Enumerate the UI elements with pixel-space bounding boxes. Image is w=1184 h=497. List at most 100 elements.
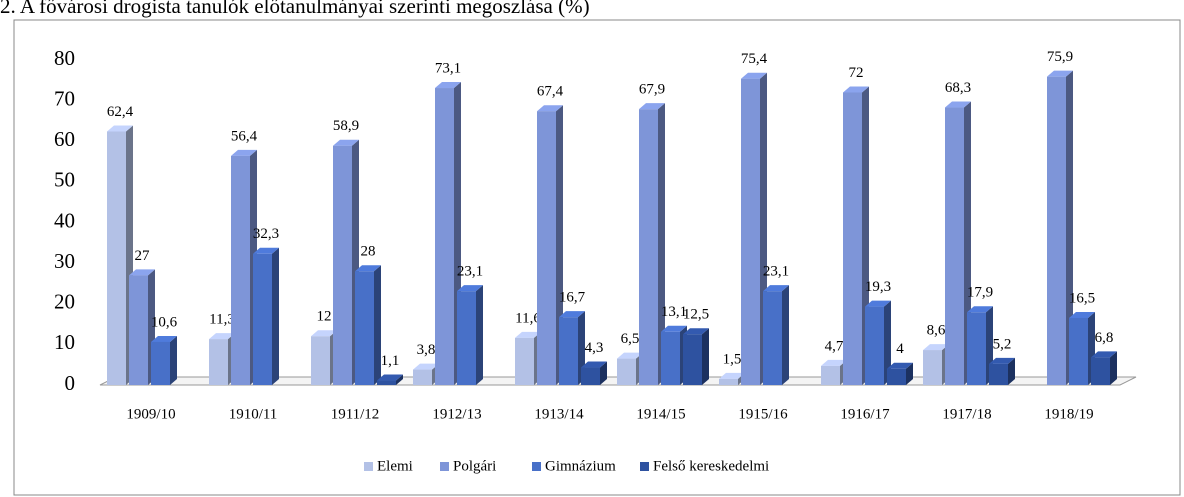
bar-top <box>355 265 381 272</box>
value-label: 32,3 <box>253 226 279 242</box>
x-tick-label: 1917/18 <box>942 406 991 422</box>
value-label: 3,8 <box>417 342 436 358</box>
bar-side <box>702 328 709 385</box>
x-tick-label: 1911/12 <box>331 406 380 422</box>
bar-top <box>617 352 643 359</box>
bar-side <box>374 265 381 385</box>
bar <box>843 92 862 385</box>
bar <box>231 155 250 385</box>
bar <box>683 334 702 385</box>
bar-top <box>333 139 359 146</box>
value-label: 11,6 <box>515 310 541 326</box>
y-tick-label: 40 <box>54 208 75 232</box>
bar-top <box>515 331 541 338</box>
value-label: 17,9 <box>967 285 993 301</box>
value-label: 62,4 <box>107 104 134 120</box>
bar-side <box>782 285 789 385</box>
bar-top <box>377 374 403 381</box>
bar <box>719 378 738 385</box>
bar-top <box>457 285 483 292</box>
bar-top <box>821 359 847 366</box>
legend-swatch <box>532 462 541 471</box>
bar-top <box>719 372 745 379</box>
value-label: 4,3 <box>585 340 604 356</box>
value-label: 8,6 <box>927 323 946 339</box>
bar-top <box>581 361 607 368</box>
bar <box>377 380 396 385</box>
legend-label: Felső kereskedelmi <box>653 458 769 474</box>
value-label: 23,1 <box>763 264 789 280</box>
bar-side <box>1110 351 1117 385</box>
bar <box>413 369 432 385</box>
value-label: 73,1 <box>435 60 461 76</box>
bar <box>311 336 330 385</box>
legend-label: Elemi <box>377 458 413 474</box>
bar <box>209 339 228 385</box>
bar-top <box>151 335 177 342</box>
bar-top <box>945 101 971 108</box>
bar <box>923 350 942 385</box>
bar-top <box>537 105 563 112</box>
x-tick-label: 1913/14 <box>534 406 584 422</box>
bar <box>1047 76 1066 385</box>
value-label: 4,7 <box>825 338 844 354</box>
bar <box>559 317 578 385</box>
bar <box>253 253 272 385</box>
bar-side <box>600 361 607 385</box>
bar-top <box>253 247 279 254</box>
value-label: 72 <box>849 65 864 81</box>
y-tick-label: 50 <box>54 168 75 192</box>
x-tick-label: 1910/11 <box>229 406 278 422</box>
bar <box>967 312 986 385</box>
bar <box>151 341 170 385</box>
bar <box>865 306 884 385</box>
value-label: 58,9 <box>333 118 359 134</box>
bar <box>661 331 680 385</box>
value-label: 6,5 <box>621 331 640 347</box>
bar <box>333 145 352 385</box>
bar-side <box>906 362 913 385</box>
bar <box>821 365 840 385</box>
x-tick-label: 1912/13 <box>432 406 481 422</box>
bar-top <box>683 328 709 335</box>
bar-top <box>311 330 337 337</box>
bar-top <box>1047 70 1073 77</box>
bar-top <box>741 72 767 79</box>
bar-side <box>396 374 403 385</box>
bar <box>457 291 476 385</box>
bar-top <box>661 325 687 332</box>
value-label: 16,5 <box>1069 290 1095 306</box>
x-tick-label: 1916/17 <box>840 406 890 422</box>
value-label: 10,6 <box>151 314 178 330</box>
y-tick-label: 20 <box>54 290 75 314</box>
value-label: 1,5 <box>723 351 742 367</box>
value-label: 56,4 <box>231 128 258 144</box>
value-label: 16,7 <box>559 290 586 306</box>
bar-top <box>639 103 665 110</box>
bar <box>639 109 658 385</box>
x-tick-label: 1918/19 <box>1044 406 1093 422</box>
bar <box>129 275 148 385</box>
value-label: 6,8 <box>1095 330 1114 346</box>
bar <box>741 78 760 385</box>
bar <box>1069 317 1088 385</box>
bar-top <box>923 344 949 351</box>
legend-swatch <box>364 462 373 471</box>
bar-top <box>843 86 869 93</box>
value-label: 4 <box>896 341 904 357</box>
value-label: 67,9 <box>639 82 665 98</box>
legend-label: Polgári <box>453 458 496 474</box>
bar <box>887 368 906 385</box>
chart-title: 2. A fővárosi drogista tanulók előtanulm… <box>0 0 590 18</box>
value-label: 27 <box>135 248 151 264</box>
value-label: 75,9 <box>1047 49 1073 65</box>
legend-label: Gimnázium <box>545 458 616 474</box>
bar-top <box>129 269 155 276</box>
bar <box>1091 357 1110 385</box>
bar-top <box>763 285 789 292</box>
x-tick-label: 1915/16 <box>738 406 788 422</box>
bar <box>989 363 1008 385</box>
bar <box>763 291 782 385</box>
bar-top <box>413 363 439 370</box>
value-label: 67,4 <box>537 84 564 100</box>
